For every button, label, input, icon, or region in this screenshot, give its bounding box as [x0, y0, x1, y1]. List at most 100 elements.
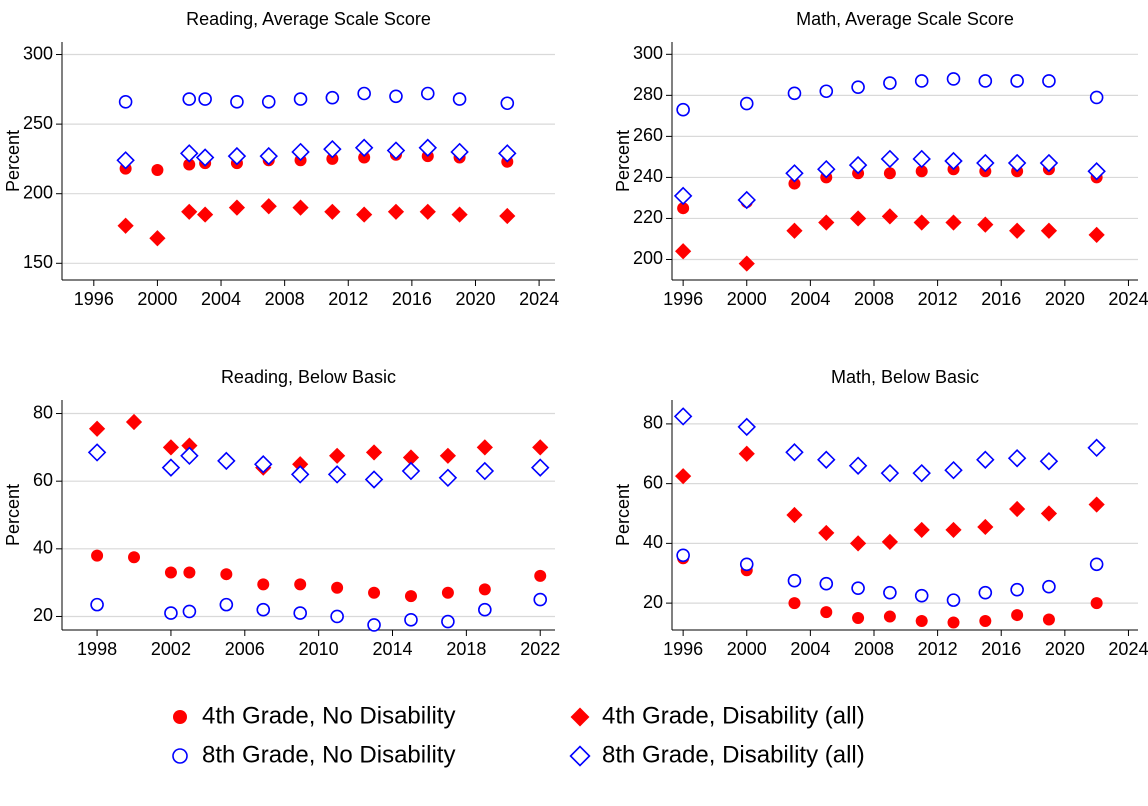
marker-diamond	[976, 153, 995, 173]
marker-diamond	[817, 159, 836, 179]
marker-circle	[1089, 90, 1104, 105]
marker-diamond	[292, 456, 309, 473]
marker-circle	[883, 610, 896, 623]
x-tick-label: 2006	[225, 639, 265, 659]
chart-title: Math, Below Basic	[831, 367, 979, 387]
marker-diamond	[402, 449, 420, 466]
marker-circle	[368, 586, 381, 599]
marker-diamond	[260, 198, 277, 215]
y-tick-label: 300	[23, 43, 53, 63]
marker-circle	[220, 568, 233, 581]
marker-diamond	[1040, 222, 1058, 239]
x-tick-label: 2024	[519, 289, 559, 309]
marker-circle	[230, 95, 244, 109]
marker-diamond	[880, 149, 900, 169]
marker-diamond	[228, 199, 246, 216]
marker-circle	[979, 615, 992, 628]
marker-diamond	[1039, 452, 1059, 471]
marker-circle	[676, 102, 690, 117]
y-tick-label: 250	[23, 113, 53, 133]
marker-circle	[1011, 609, 1024, 622]
marker-circle	[915, 615, 928, 628]
marker-diamond	[254, 455, 273, 474]
marker-circle	[1089, 557, 1104, 572]
x-tick-label: 2018	[446, 639, 486, 659]
x-tick-label: 2024	[1108, 639, 1148, 659]
marker-diamond	[292, 199, 309, 216]
marker-diamond	[881, 208, 898, 225]
marker-diamond	[149, 230, 166, 247]
y-tick-label: 60	[33, 470, 53, 490]
marker-diamond	[818, 214, 835, 231]
marker-circle	[947, 616, 960, 629]
marker-circle	[128, 551, 141, 564]
marker-circle	[452, 92, 467, 106]
y-tick-label: 200	[633, 248, 663, 268]
marker-diamond	[364, 470, 384, 489]
y-tick-label: 300	[633, 43, 663, 63]
x-tick-label: 2004	[790, 639, 830, 659]
legend-label: 8th Grade, Disability (all)	[602, 741, 865, 768]
y-axis-label: Percent	[3, 130, 23, 192]
marker-circle	[367, 618, 381, 632]
marker-diamond	[848, 155, 868, 175]
marker-diamond	[944, 460, 963, 480]
marker-diamond	[785, 164, 804, 183]
marker-diamond	[356, 206, 373, 223]
marker-diamond	[881, 533, 898, 550]
y-tick-label: 80	[643, 413, 663, 433]
marker-circle	[1010, 582, 1024, 597]
x-tick-label: 2008	[265, 289, 305, 309]
marker-circle	[787, 86, 802, 101]
marker-circle	[533, 592, 548, 607]
y-tick-label: 60	[643, 472, 663, 492]
marker-diamond	[786, 222, 803, 239]
x-tick-label: 2012	[328, 289, 368, 309]
marker-circle	[257, 578, 270, 591]
marker-diamond	[439, 447, 457, 464]
chart-title: Reading, Below Basic	[221, 367, 396, 387]
marker-diamond	[1040, 505, 1058, 522]
marker-circle	[851, 80, 865, 94]
marker-circle	[914, 74, 929, 88]
marker-diamond	[181, 437, 198, 454]
x-tick-label: 2002	[151, 639, 191, 659]
marker-circle	[198, 92, 212, 106]
marker-circle	[534, 569, 547, 582]
marker-circle	[677, 202, 690, 215]
y-axis-label: Percent	[3, 484, 23, 546]
marker-diamond	[737, 190, 756, 210]
x-tick-label: 2020	[1045, 639, 1085, 659]
marker-diamond	[290, 465, 310, 484]
marker-diamond	[1009, 500, 1026, 518]
marker-circle	[1042, 613, 1055, 626]
marker-diamond	[1088, 226, 1105, 243]
marker-diamond	[117, 217, 134, 234]
marker-diamond	[179, 144, 199, 163]
marker-diamond	[197, 206, 214, 223]
marker-diamond	[227, 146, 247, 166]
marker-diamond	[737, 417, 756, 437]
marker-diamond	[530, 458, 550, 477]
x-tick-label: 2020	[455, 289, 495, 309]
y-axis-label: Percent	[613, 484, 633, 546]
marker-diamond	[327, 465, 347, 484]
marker-diamond	[673, 407, 693, 426]
marker-diamond	[161, 458, 181, 477]
marker-diamond	[365, 444, 383, 461]
marker-circle	[500, 96, 515, 111]
x-tick-label: 2016	[981, 289, 1021, 309]
y-tick-label: 240	[633, 166, 663, 186]
marker-circle	[293, 606, 307, 620]
marker-diamond	[499, 207, 516, 225]
marker-diamond	[945, 214, 962, 231]
marker-circle	[357, 86, 371, 101]
x-tick-label: 2016	[392, 289, 432, 309]
y-tick-label: 220	[633, 207, 663, 227]
x-tick-label: 1996	[663, 639, 703, 659]
marker-diamond	[87, 443, 107, 462]
marker-diamond	[976, 450, 995, 469]
marker-diamond	[849, 210, 867, 227]
marker-diamond	[88, 420, 106, 437]
y-tick-label: 80	[33, 402, 53, 422]
